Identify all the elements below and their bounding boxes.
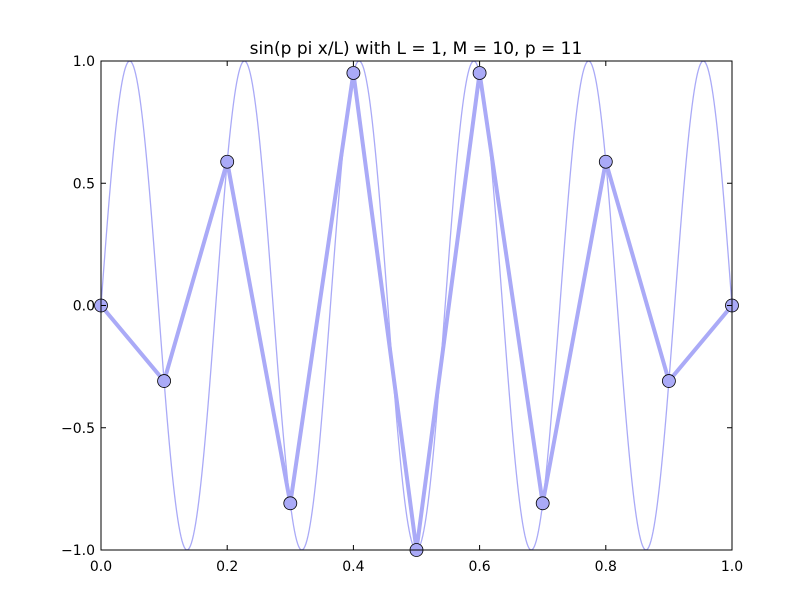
data-point [346, 66, 361, 80]
data-point [220, 154, 235, 169]
data-point [283, 496, 298, 511]
y-tick-label: −1.0 [61, 543, 95, 559]
y-tick-label: 1.0 [73, 54, 95, 70]
data-point [535, 496, 550, 511]
y-tick-label: 0.5 [73, 176, 95, 192]
x-tick-label: 1.0 [721, 559, 743, 575]
sampled-line [101, 70, 732, 550]
data-point [472, 66, 487, 80]
plot-layer [101, 61, 732, 550]
x-tick-label: 0.6 [468, 559, 490, 575]
x-tick-label: 0.2 [216, 559, 238, 575]
marks-layer [94, 66, 739, 557]
data-point [157, 374, 172, 388]
axes-layer: 0.0 0.2 0.4 0.6 0.8 1.0 1.0 0.5 0.0 −0.5 −1.0 [61, 54, 743, 575]
y-tick-label: −0.5 [61, 421, 95, 437]
data-point [598, 154, 613, 169]
x-tick-label: 0.0 [90, 559, 112, 575]
chart-title: sin(p pi x/L) with L = 1, M = 10, p = 11 [250, 39, 583, 59]
y-tick-label: 0.0 [73, 299, 95, 315]
continuous-curve [101, 61, 732, 550]
data-point [662, 374, 676, 388]
x-tick-label: 0.8 [595, 559, 617, 575]
x-tick-label: 0.4 [342, 559, 364, 575]
